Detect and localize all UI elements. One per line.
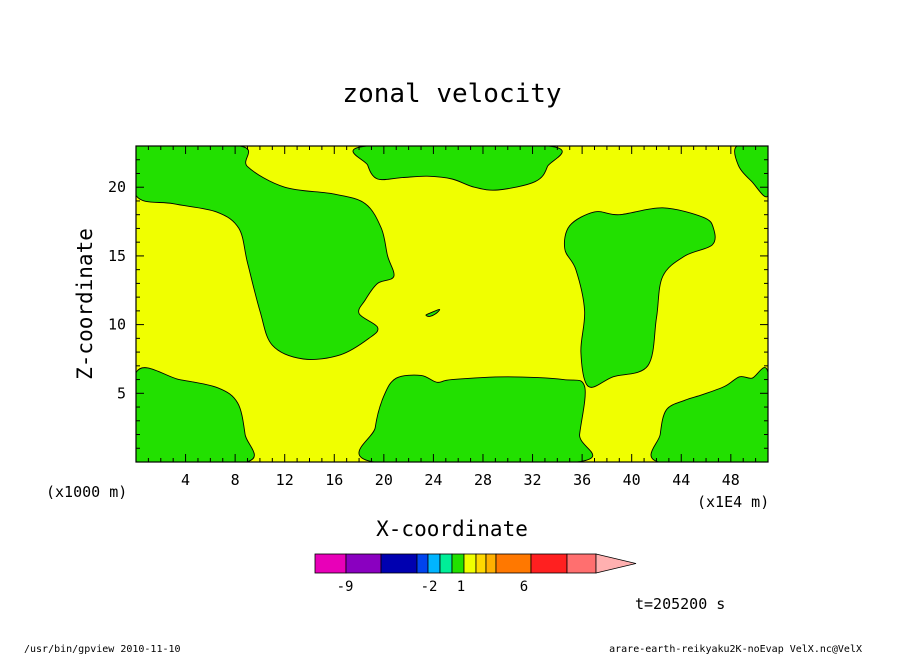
colorbar-box xyxy=(427,553,441,574)
x-axis-label: X-coordinate xyxy=(376,517,528,541)
x-axis-ticks: 4 8 12 16 20 24 28 32 36 40 44 48 xyxy=(147,146,757,489)
x-tick-label: 48 xyxy=(722,471,740,489)
colorbar-tick-label: 1 xyxy=(457,579,465,595)
contour-regions xyxy=(136,146,768,462)
y-tick-label: 15 xyxy=(108,247,126,265)
colorbar-box xyxy=(463,553,477,574)
colorbar-tick-label: -2 xyxy=(421,579,438,595)
colorbar-box xyxy=(439,553,453,574)
y-tick-label: 5 xyxy=(117,384,126,402)
contour-region-green-top-right xyxy=(734,146,768,198)
colorbar-box xyxy=(314,553,347,574)
colorbar-arrow-tip xyxy=(595,553,637,574)
colorbar-box xyxy=(566,553,597,574)
plot-frame xyxy=(135,145,769,463)
contour-region-green-bottom-right xyxy=(650,367,768,462)
x-tick-label: 28 xyxy=(474,471,492,489)
y-axis-label: Z-coordinate xyxy=(73,228,97,380)
contour-region-green-top-left xyxy=(136,146,395,360)
x-tick-label: 32 xyxy=(524,471,542,489)
contour-region-green-bottom-middle xyxy=(358,374,594,462)
colorbar-box xyxy=(416,553,429,574)
x-tick-label: 24 xyxy=(424,471,442,489)
x-tick-label: 4 xyxy=(181,471,190,489)
time-label: t=205200 s xyxy=(635,595,725,613)
contour-region-green-bottom-left xyxy=(136,367,255,462)
x-tick-label: 16 xyxy=(325,471,343,489)
contour-region-green-right-middle xyxy=(563,207,716,388)
colorbar-box xyxy=(475,553,487,574)
colorbar-tick-label: -9 xyxy=(337,579,354,595)
chart-title: zonal velocity xyxy=(342,79,561,109)
y-tick-label: 10 xyxy=(108,316,126,334)
colorbar-box xyxy=(380,553,418,574)
colorbar-box xyxy=(495,553,532,574)
y-tick-label: 20 xyxy=(108,178,126,196)
x-unit-label: (x1E4 m) xyxy=(697,493,769,511)
y-axis-ticks: 5 10 15 20 xyxy=(108,159,768,449)
colorbar-tick-labels: -9 -2 1 6 xyxy=(337,579,529,595)
x-tick-label: 8 xyxy=(231,471,240,489)
footer-left-text: /usr/bin/gpview 2010-11-10 xyxy=(24,644,181,654)
y-unit-label: (x1000 m) xyxy=(46,483,127,501)
colorbar-box xyxy=(451,553,465,574)
x-tick-label: 20 xyxy=(375,471,393,489)
colorbar-box xyxy=(485,553,497,574)
colorbar-tick-label: 6 xyxy=(520,579,528,595)
contour-region-green-top-middle xyxy=(352,146,563,191)
footer-right-text: arare-earth-reikyaku2K-noEvap_VelX.nc@Ve… xyxy=(609,644,862,654)
x-tick-label: 12 xyxy=(276,471,294,489)
x-tick-label: 36 xyxy=(573,471,591,489)
colorbar-box xyxy=(530,553,568,574)
x-tick-label: 44 xyxy=(672,471,690,489)
colorbar xyxy=(314,553,637,574)
contour-region-green-small-blob xyxy=(425,309,441,317)
x-tick-label: 40 xyxy=(623,471,641,489)
colorbar-box xyxy=(345,553,382,574)
